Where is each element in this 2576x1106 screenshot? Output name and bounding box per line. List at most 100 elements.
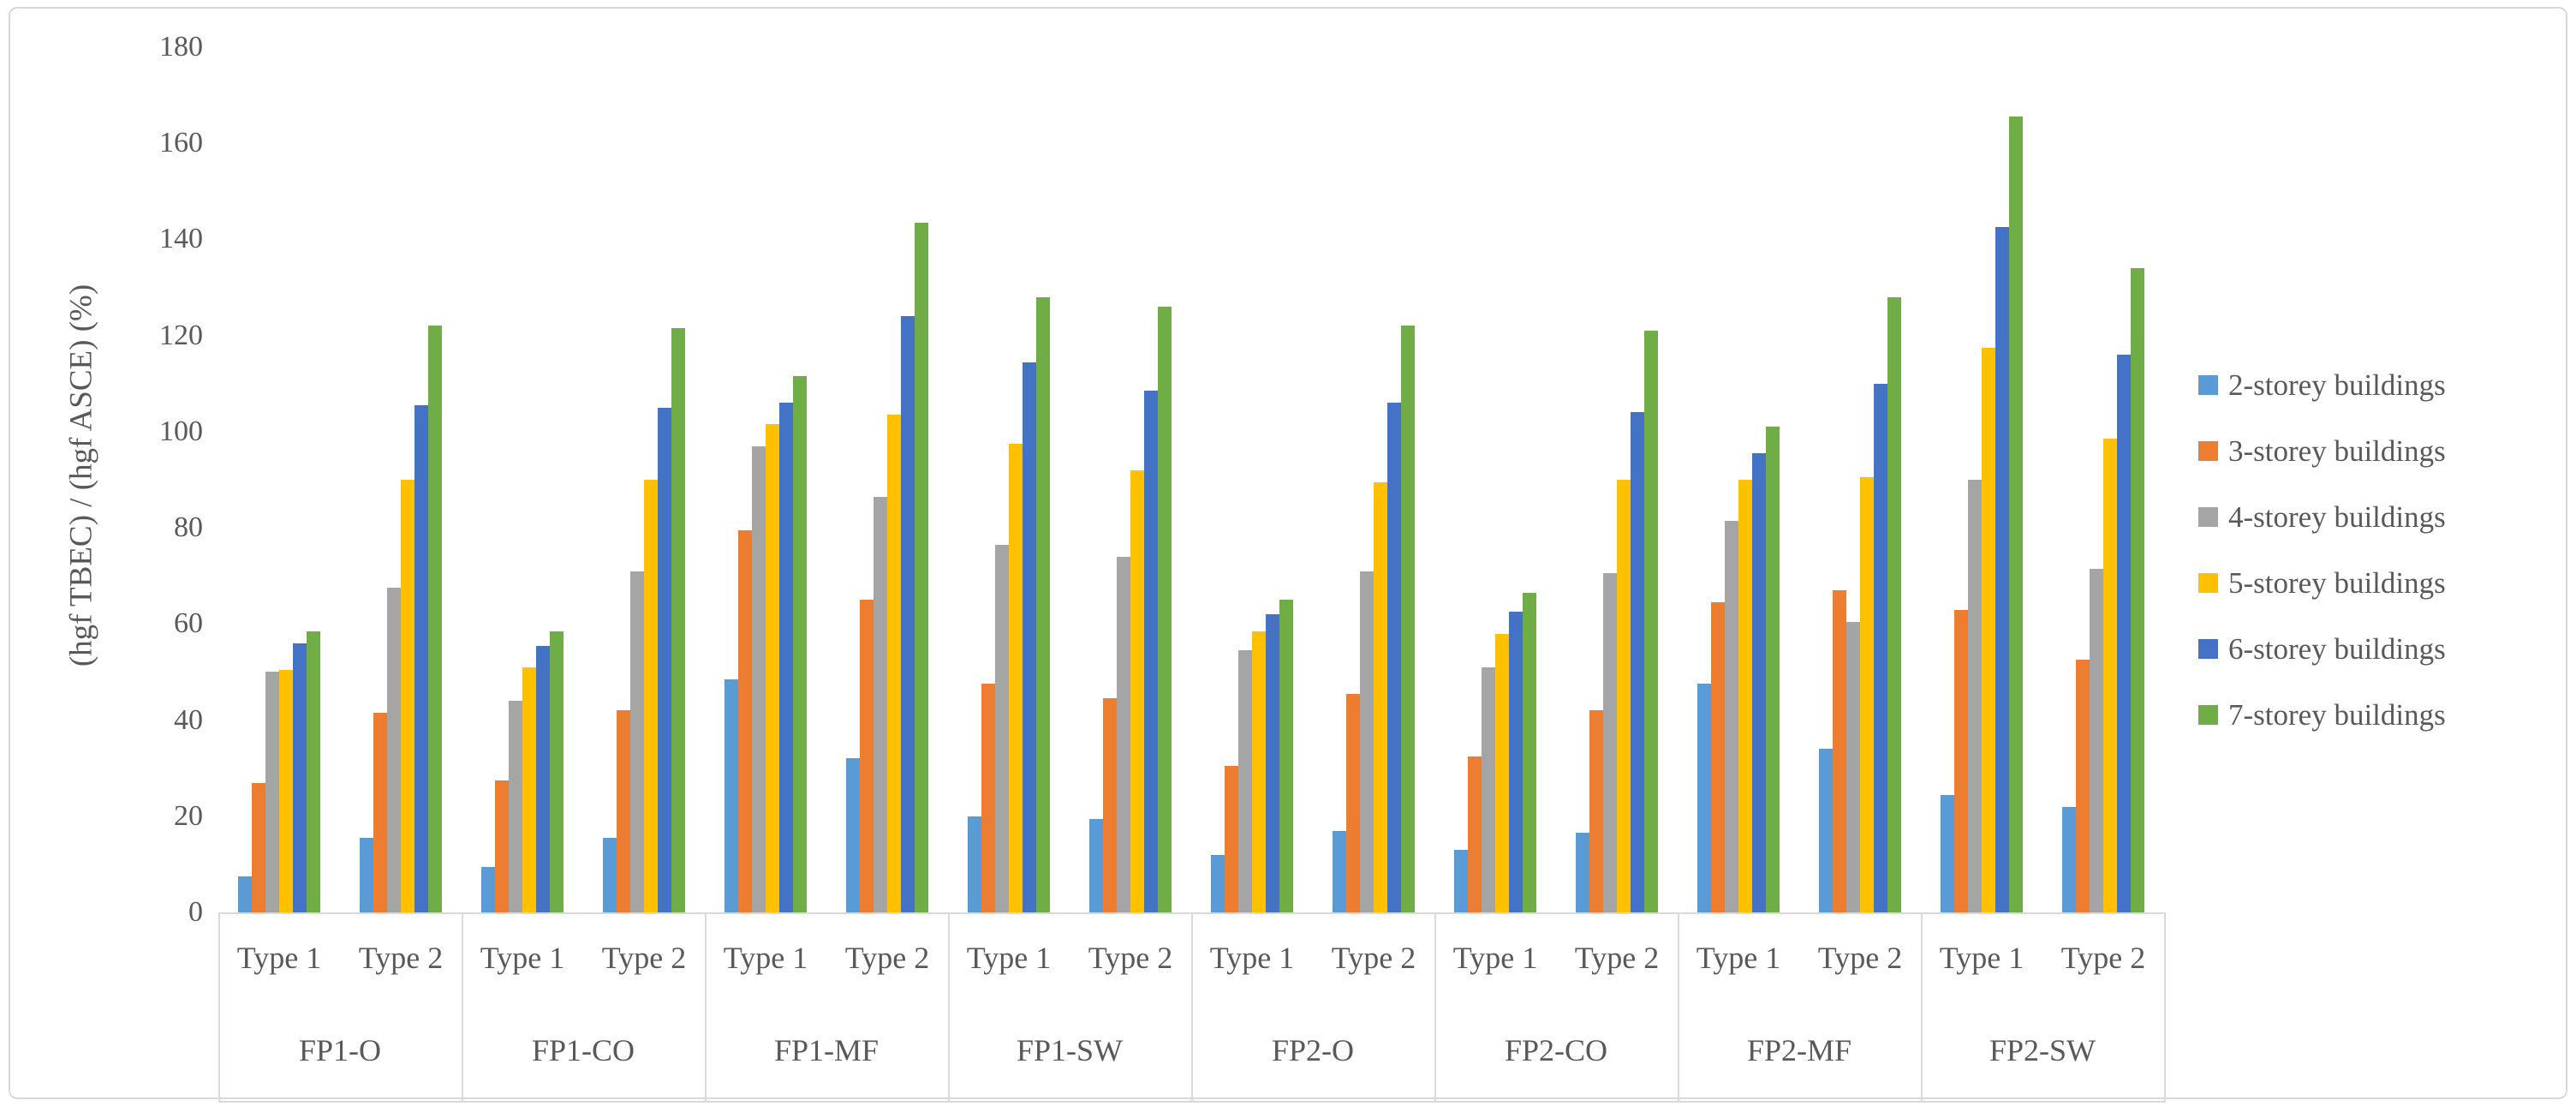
subgroup-label: Type 2: [2060, 941, 2146, 975]
subgroup-label: Type 1: [480, 941, 565, 975]
subgroup-label: Type 2: [844, 941, 930, 975]
subgroup-label: Type 2: [358, 941, 444, 975]
bar-6storey-FP2-MF-type2: [1874, 383, 1887, 912]
y-tick-label: 120: [159, 319, 203, 351]
bar-4storey-FP1-O-type2: [387, 588, 401, 912]
bar-2storey-FP2-CO-type1: [1454, 850, 1468, 912]
bar-7storey-FP1-CO-type2: [671, 328, 685, 912]
category-group-divider: [2164, 912, 2166, 1103]
bar-6storey-FP1-SW-type2: [1144, 391, 1158, 912]
bar-5storey-FP1-CO-type1: [522, 667, 536, 912]
legend-label: 4-storey buildings: [2228, 500, 2446, 534]
bar-7storey-FP2-CO-type1: [1523, 592, 1536, 912]
bar-7storey-FP2-O-type1: [1279, 600, 1293, 912]
bar-5storey-FP2-CO-type1: [1495, 633, 1509, 912]
bar-2storey-FP2-O-type1: [1211, 854, 1225, 912]
bar-3storey-FP2-O-type1: [1225, 765, 1238, 912]
category-group-divider: [1191, 912, 1193, 1103]
legend-swatch-icon: [2198, 573, 2218, 593]
subgroup-label: Type 2: [1574, 941, 1660, 975]
bar-4storey-FP2-CO-type2: [1603, 573, 1617, 912]
y-tick-label: 100: [159, 415, 203, 447]
bar-7storey-FP1-MF-type1: [793, 376, 807, 912]
legend-label: 3-storey buildings: [2228, 434, 2446, 468]
bar-2storey-FP1-SW-type2: [1089, 818, 1103, 912]
category-group-divider: [462, 912, 463, 1103]
bar-3storey-FP2-CO-type1: [1468, 756, 1482, 912]
bar-2storey-FP2-O-type2: [1333, 830, 1346, 912]
bar-3storey-FP1-SW-type2: [1103, 698, 1117, 912]
bar-4storey-FP1-MF-type2: [874, 496, 887, 912]
bar-6storey-FP2-O-type2: [1387, 403, 1401, 912]
bar-3storey-FP1-MF-type2: [860, 600, 874, 912]
y-tick-label: 0: [188, 896, 203, 928]
bar-6storey-FP2-MF-type1: [1752, 453, 1766, 912]
group-label: FP2-CO: [1504, 1033, 1608, 1067]
bar-2storey-FP2-CO-type2: [1576, 833, 1589, 912]
bar-7storey-FP1-O-type1: [307, 631, 320, 912]
bar-7storey-FP1-O-type2: [428, 326, 442, 912]
category-group-divider: [1678, 912, 1679, 1103]
bar-7storey-FP2-SW-type2: [2131, 268, 2144, 912]
bar-5storey-FP2-MF-type2: [1860, 477, 1874, 912]
bar-7storey-FP2-MF-type1: [1766, 427, 1780, 912]
bar-2storey-FP1-MF-type2: [846, 758, 860, 912]
bar-6storey-FP2-O-type1: [1266, 614, 1279, 912]
legend-label: 7-storey buildings: [2228, 698, 2446, 732]
bar-5storey-FP1-MF-type1: [766, 424, 779, 912]
legend-swatch-icon: [2198, 705, 2218, 725]
group-label: FP2-MF: [1746, 1033, 1852, 1067]
subgroup-label: Type 1: [236, 941, 322, 975]
bar-7storey-FP2-O-type2: [1401, 326, 1415, 912]
bar-5storey-FP2-O-type1: [1252, 631, 1266, 912]
subgroup-label: Type 1: [723, 941, 808, 975]
group-label: FP1-SW: [1016, 1033, 1124, 1067]
bar-6storey-FP2-SW-type2: [2117, 355, 2131, 912]
bar-5storey-FP1-CO-type2: [644, 480, 658, 912]
legend-label: 6-storey buildings: [2228, 632, 2446, 666]
figure-border: [9, 7, 2567, 1099]
subgroup-label: Type 2: [1088, 941, 1173, 975]
bar-2storey-FP2-SW-type2: [2062, 806, 2076, 912]
category-group-divider: [705, 912, 707, 1103]
bar-3storey-FP1-O-type2: [373, 713, 387, 912]
bar-2storey-FP1-MF-type1: [724, 679, 738, 912]
category-group-divider: [948, 912, 950, 1103]
category-group-divider: [1921, 912, 1923, 1103]
bar-3storey-FP2-CO-type2: [1589, 710, 1603, 912]
bar-5storey-FP2-MF-type1: [1738, 480, 1752, 912]
bar-2storey-FP1-CO-type2: [603, 838, 617, 912]
bar-7storey-FP1-SW-type1: [1036, 296, 1050, 912]
bar-4storey-FP1-SW-type2: [1117, 556, 1130, 912]
bar-4storey-FP2-SW-type1: [1968, 480, 1982, 912]
bar-4storey-FP2-O-type2: [1360, 571, 1374, 912]
bar-5storey-FP2-SW-type1: [1982, 347, 1995, 912]
bar-3storey-FP2-SW-type2: [2076, 660, 2090, 912]
legend-swatch-icon: [2198, 441, 2218, 461]
bar-5storey-FP1-MF-type2: [887, 415, 901, 912]
bar-7storey-FP2-MF-type2: [1887, 296, 1901, 912]
bar-6storey-FP1-MF-type2: [901, 316, 915, 912]
bar-3storey-FP2-MF-type2: [1833, 590, 1846, 912]
legend-swatch-icon: [2198, 507, 2218, 527]
y-tick-label: 20: [174, 799, 203, 832]
subgroup-label: Type 1: [966, 941, 1052, 975]
bar-5storey-FP2-CO-type2: [1617, 480, 1631, 912]
bar-4storey-FP1-SW-type1: [995, 544, 1009, 912]
y-tick-label: 140: [159, 223, 203, 255]
bar-6storey-FP1-CO-type2: [658, 407, 671, 912]
subgroup-label: Type 1: [1452, 941, 1538, 975]
group-label: FP1-MF: [773, 1033, 880, 1067]
bar-4storey-FP1-MF-type1: [752, 445, 766, 912]
bar-7storey-FP2-SW-type1: [2009, 117, 2023, 912]
bar-3storey-FP1-MF-type1: [738, 529, 752, 912]
group-label: FP2-O: [1271, 1033, 1355, 1067]
legend-swatch-icon: [2198, 375, 2218, 395]
bar-4storey-FP2-SW-type2: [2090, 568, 2103, 912]
bar-2storey-FP2-MF-type2: [1819, 749, 1833, 912]
bar-4storey-FP1-CO-type2: [630, 571, 644, 912]
subgroup-label: Type 1: [1209, 941, 1295, 975]
bar-3storey-FP2-MF-type1: [1711, 602, 1725, 912]
bar-5storey-FP1-O-type2: [401, 480, 414, 912]
